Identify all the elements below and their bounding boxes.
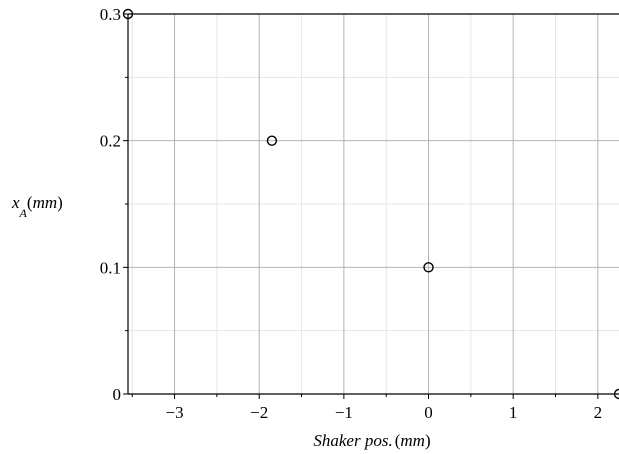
data-point [423, 262, 434, 273]
x-tick-label: −3 [166, 403, 184, 422]
minor-grid [128, 14, 619, 394]
x-tick-label: 2 [594, 403, 603, 422]
y-tick-label: 0.3 [100, 5, 121, 24]
data-point [122, 8, 134, 20]
tick-marks [123, 13, 599, 399]
y-tick-label: 0.2 [100, 132, 121, 151]
x-axis-label: Shaker pos. (mm) [313, 431, 430, 450]
x-tick-label: −2 [250, 403, 268, 422]
y-tick-label: 0.1 [100, 258, 121, 277]
data-point [266, 135, 278, 146]
x-tick-label: 1 [509, 403, 518, 422]
y-tick-label: 0 [113, 385, 122, 404]
x-tick-label: 0 [424, 403, 433, 422]
y-axis-label: xA(mm) [11, 193, 63, 220]
tick-labels: −3 −2 −1 0 1 2 0 0.1 0.2 0.3 [100, 5, 602, 422]
data-point [613, 388, 619, 400]
x-tick-label: −1 [335, 403, 353, 422]
data-points [122, 8, 619, 400]
